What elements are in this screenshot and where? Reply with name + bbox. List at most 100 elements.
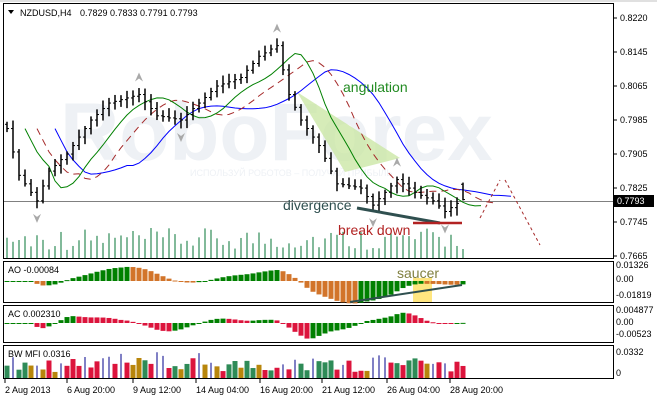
mfi-bar [328,360,334,378]
indicator-tick-label: 0.00 [616,274,634,284]
ao-bar [460,281,466,285]
price-bar [413,181,417,199]
ac-bar [226,318,232,323]
ac-bar [244,320,250,323]
ma-mid-line [36,60,494,204]
ac-bar [268,319,274,323]
ao-bar [190,281,196,283]
price-bar [299,104,303,126]
mfi-bar [226,364,232,378]
ac-bar [454,323,460,324]
time-tick-label: 21 Aug 12:00 [322,385,375,395]
watermark-slogan: ИСПОЛЬЗУЙ РОБОТОВ – ПОЛУЧАЙ ПРИБЫЛЬ [190,167,392,178]
ac-bar [178,323,184,330]
ma-fast-line [24,52,482,207]
indicator-tick-label: 0 [616,368,621,378]
mfi-bar [52,371,58,378]
indicator-tick-label: 0.01326 [616,260,649,270]
ac-bar [112,318,118,323]
mfi-bar [40,369,46,378]
price-bar [65,151,69,165]
mfi-bar [112,363,118,378]
indicator-tick-label: -0.01819 [616,290,652,300]
price-bar [101,100,105,121]
ao-bar [286,274,292,281]
mfi-bar [262,370,268,378]
ac-bar [190,323,196,326]
price-bar [347,177,351,190]
price-bar [251,60,255,74]
ac-bar [64,317,70,323]
mfi-bar [448,371,454,378]
ao-bar [292,277,298,281]
price-bar [437,193,441,209]
mfi-bar [424,363,430,378]
saucer-label: saucer [397,265,439,281]
price-bar [17,149,21,181]
ao-bar [370,281,376,301]
mfi-bar [454,361,460,378]
ac-bar [232,319,238,323]
price-bar [455,197,459,216]
mfi-bar [136,358,142,378]
price-bar [353,179,357,190]
price-bar [227,73,231,89]
price-bar [239,73,243,84]
ao-trendline [349,284,463,303]
triangle-down-icon[interactable] [8,10,14,14]
ao-bar [232,275,238,281]
ac-bar [328,323,334,332]
ac-bar [166,323,172,332]
ao-bar [28,281,34,282]
mfi-bar [418,360,424,378]
price-bar [245,65,249,84]
price-bar [371,193,375,212]
ao-bar [406,281,412,286]
mfi-bar [406,360,412,378]
angulation-shade [297,92,400,172]
ao-bar [208,279,214,281]
ao-bar [334,281,340,301]
ao-bar [124,266,130,281]
fractal-down-arrow-icon [33,213,41,223]
price-bar [269,44,273,57]
ao-bar [46,281,52,286]
ao-bar [40,281,46,286]
ao-bar [22,281,28,282]
fractal-down-arrow-icon [177,133,185,143]
price-tick-label: 0.7905 [620,149,648,159]
price-bar [149,94,153,116]
price-bar [203,92,207,108]
ao-panel [3,261,614,303]
ac-bar [400,312,406,323]
ac-bar [124,320,130,323]
price-bar [275,38,279,53]
ao-bar [358,281,364,303]
mfi-bar [166,368,172,378]
indicator-tick-label: 0.00 [616,317,634,327]
mfi-bar [364,370,370,378]
ac-bar [310,323,316,339]
price-bar [113,94,117,110]
ac-bar [82,317,88,323]
ac-bar [94,317,100,323]
symbol-label: NZDUSD,H4 [20,8,72,18]
ao-bar [88,273,94,281]
divergence-label: divergence [283,197,352,213]
price-bar [185,106,189,129]
ac-bar [46,323,52,327]
ac-bar [376,318,382,323]
break-down-label: break down [338,222,410,238]
ac-bar [370,319,376,323]
ac-bar [274,320,280,323]
price-bar [161,110,165,122]
ac-bar [208,319,214,323]
fractal-down-arrow-icon [369,218,377,228]
ao-bar [94,271,100,281]
price-tick-label: 0.8065 [620,81,648,91]
price-bar [461,182,465,201]
ao-bar [4,281,10,282]
ac-bar [52,323,58,324]
ac-bar [196,323,202,324]
